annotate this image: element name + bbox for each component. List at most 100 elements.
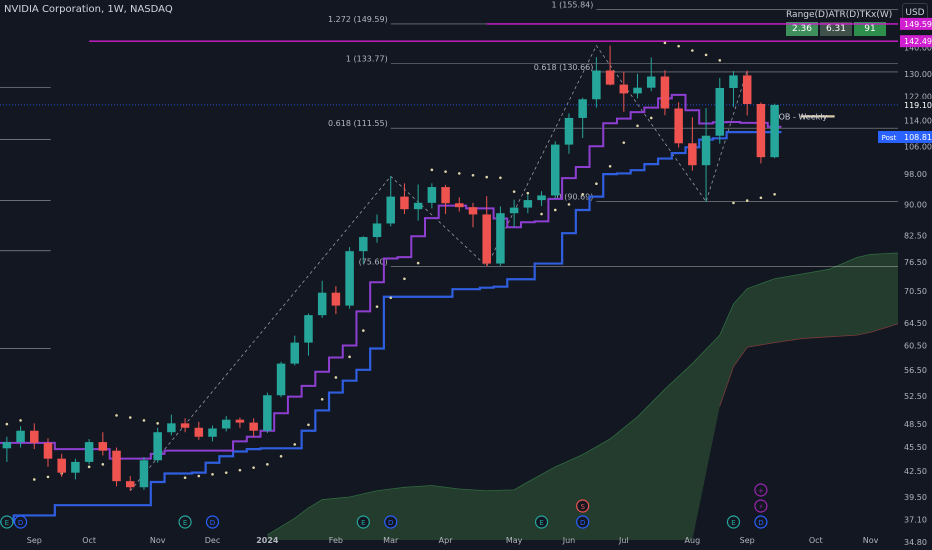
candle-body (194, 427, 204, 437)
event-marker (205, 515, 220, 529)
sar-dot (334, 376, 338, 379)
sar-dot (252, 466, 255, 469)
y-tick-label: 48.50 (904, 420, 927, 429)
kijun-line (0, 131, 782, 524)
candle-body (98, 442, 108, 451)
sar-dot (430, 168, 434, 172)
sar-dot (32, 478, 36, 481)
candle-body (71, 461, 80, 473)
candle-body (359, 237, 368, 252)
sar-dot (677, 44, 680, 48)
y-tick-label: 42.50 (904, 467, 927, 476)
event-marker-label: + (758, 487, 764, 495)
sar-dot (595, 182, 598, 186)
fib-level-label: 0.618 (130.66) (534, 63, 594, 72)
event-marker (0, 515, 14, 529)
sar-dot (567, 203, 571, 206)
candle-body (331, 292, 341, 306)
candle-body (386, 196, 395, 224)
event-marker-label: E (361, 519, 365, 527)
sar-dot (553, 208, 557, 212)
level-tag: 149.59 (904, 20, 932, 29)
x-tick-label: Nov (863, 536, 879, 545)
candle-body (345, 251, 354, 306)
event-marker-label: D (758, 519, 763, 527)
x-tick-label: Jul (618, 536, 629, 545)
candle-body (249, 422, 258, 431)
tenkan-line (0, 93, 782, 460)
sar-dot (320, 398, 324, 401)
event-marker-label: D (18, 519, 23, 527)
sar-dot (224, 471, 228, 474)
sar-dot (512, 190, 516, 193)
sar-dot (581, 192, 584, 196)
candle-body (263, 395, 272, 431)
fib-level-label: 0 (90.69) (557, 193, 594, 202)
candle-body (167, 423, 176, 433)
sar-dot (238, 468, 242, 472)
y-tick-label: 106.00 (904, 142, 932, 151)
candle-body (2, 442, 12, 449)
event-marker (384, 515, 398, 529)
metric-label-range: Range(D) (786, 10, 829, 20)
event-marker-label: E (731, 519, 735, 527)
sar-dot (759, 196, 763, 200)
candle-body (688, 143, 697, 166)
x-tick-label: Sep (27, 536, 42, 545)
candle-body (139, 460, 149, 488)
sar-dot (211, 473, 214, 476)
event-marker (576, 515, 590, 529)
candle-body (290, 342, 300, 364)
event-marker (356, 515, 370, 529)
sar-dot (266, 463, 269, 466)
event-marker (576, 499, 590, 513)
event-marker (754, 499, 768, 513)
sar-dot (485, 175, 489, 179)
event-marker-label: D (580, 519, 585, 527)
x-tick-label: 2024 (256, 536, 279, 545)
sar-dot (19, 419, 22, 422)
event-marker (13, 515, 28, 529)
sar-dot (773, 192, 776, 196)
sar-dot (622, 141, 626, 144)
candle-body (468, 207, 478, 215)
candle-body (619, 84, 629, 94)
candle-body (646, 76, 656, 88)
candle-body (592, 70, 601, 100)
fib-level-label: 1 (155.84) (552, 0, 594, 9)
event-marker-label: E (183, 519, 187, 527)
sar-dot (183, 476, 187, 480)
sar-dot (389, 296, 393, 300)
candle-body (221, 419, 231, 429)
candle-body (441, 187, 450, 204)
sar-dot (128, 416, 132, 419)
currency-button[interactable]: USD (902, 3, 928, 21)
y-tick-label: 130.00 (904, 70, 932, 79)
sar-dot (375, 305, 379, 308)
cloud-span-b (719, 323, 899, 407)
y-tick-label: 140.00 (904, 43, 932, 52)
y-tick-label: 82.50 (904, 231, 927, 240)
candle-body (729, 75, 738, 88)
event-marker (178, 515, 192, 529)
candle-body (208, 428, 217, 437)
y-tick-label: 60.50 (904, 342, 927, 351)
candle-body (427, 187, 437, 203)
last-price-tag-bg (900, 98, 932, 111)
candle-body (674, 108, 683, 144)
sar-dot (5, 422, 9, 426)
event-marker-label: E (5, 519, 9, 527)
candle-body (43, 442, 53, 459)
candle-body (633, 87, 642, 94)
sar-dot (457, 172, 461, 175)
sar-dot (704, 53, 708, 57)
ob-label: OB - Weekly (779, 112, 828, 121)
candle-body (660, 76, 670, 109)
candle-body (30, 430, 39, 443)
chart-title: NVIDIA Corporation, 1W, NASDAQ (4, 4, 173, 15)
sar-dot (732, 201, 735, 205)
y-tick-label: 34.80 (904, 538, 927, 547)
event-marker (726, 515, 741, 529)
event-marker-label: S (580, 503, 585, 511)
